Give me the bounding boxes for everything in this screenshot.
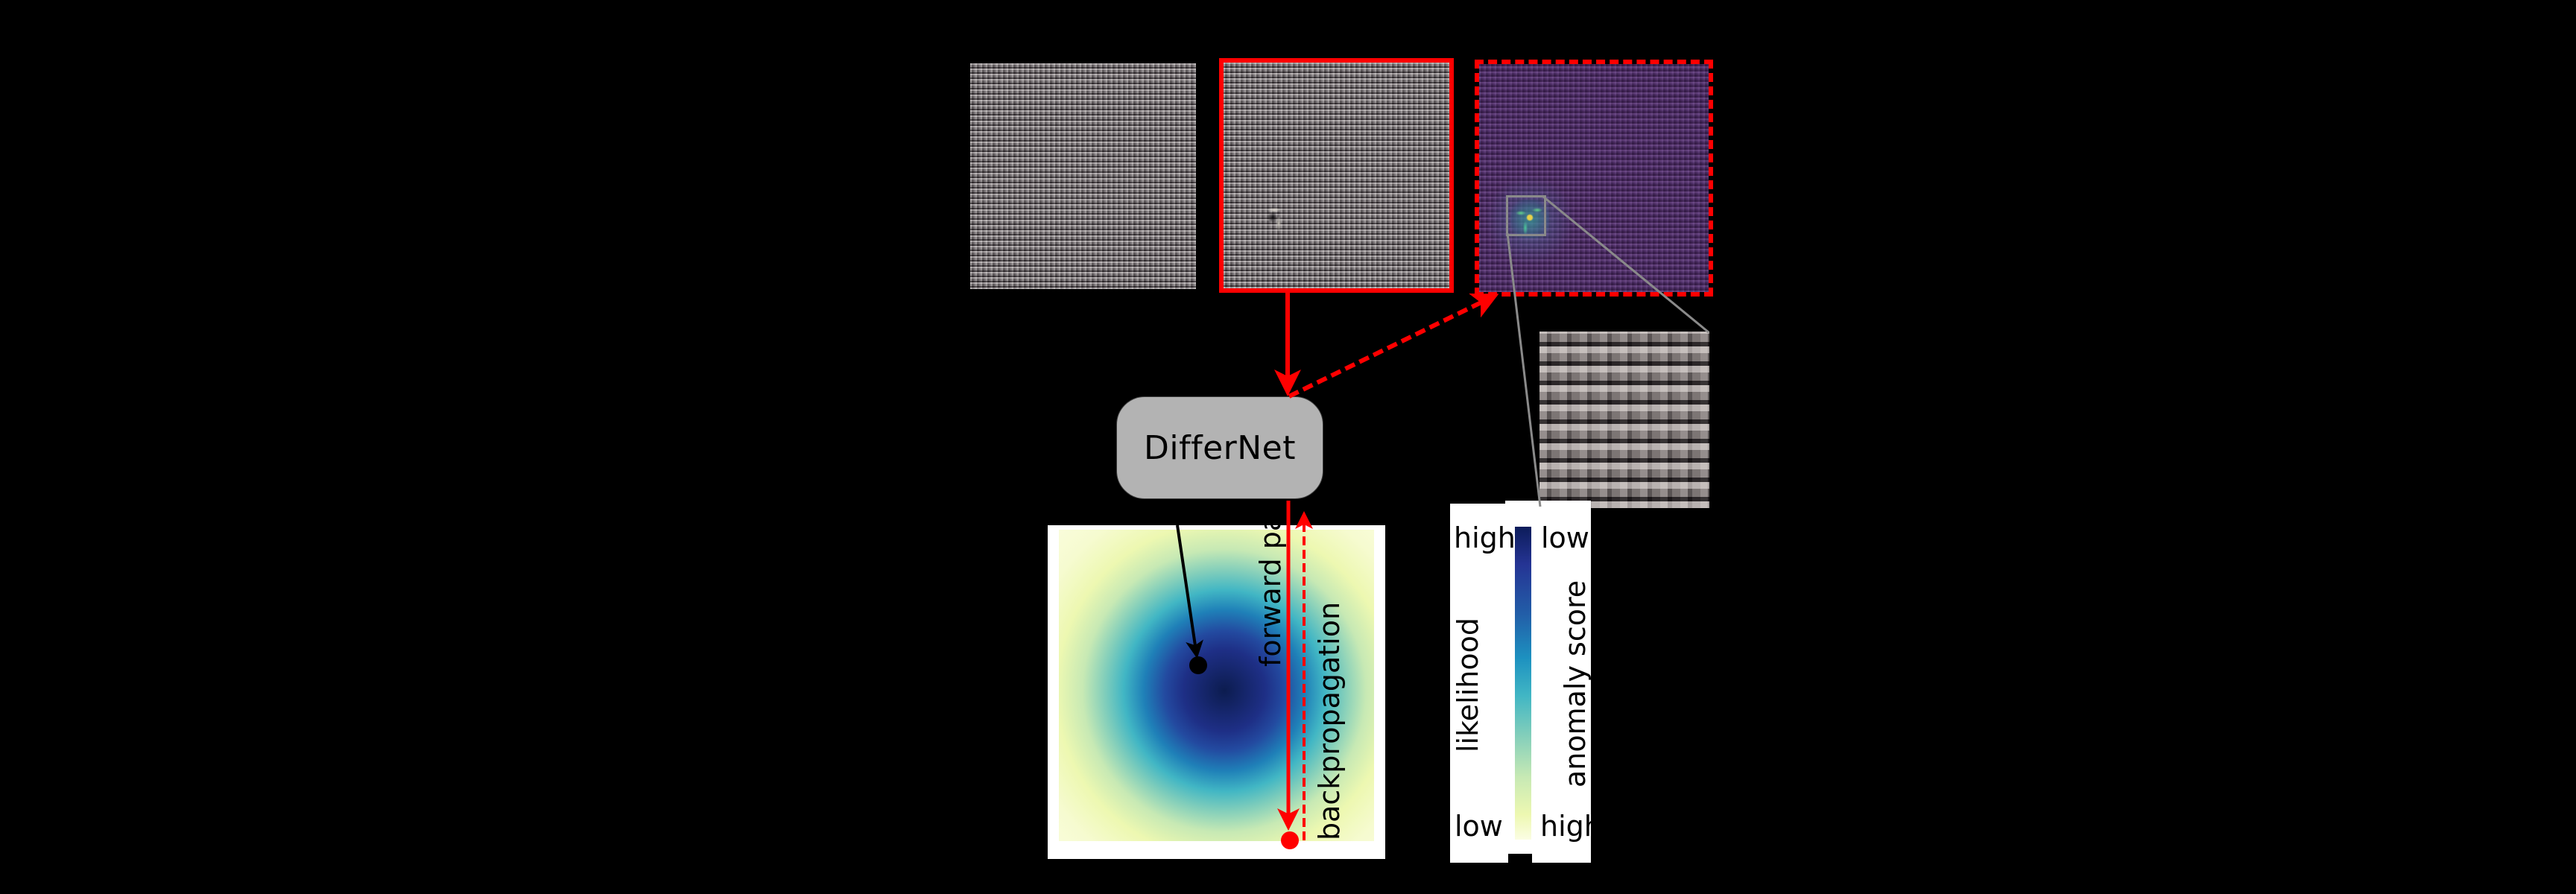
anomaly-score-axis-title: anomaly score xyxy=(1559,580,1592,787)
zoomed-defect-inset xyxy=(1539,332,1709,508)
forward-pass-label: forward pas xyxy=(1254,525,1287,667)
latent-density-plot: forward pas backpropagation xyxy=(1048,525,1385,859)
anomalous-fabric-image xyxy=(1224,63,1449,288)
anomaly-low-label: low xyxy=(1541,522,1589,554)
likelihood-high-label: high xyxy=(1454,522,1516,554)
zoom-region-box xyxy=(1506,195,1546,236)
defect-marker xyxy=(1262,201,1292,234)
colorbar-panel-notch-bottom xyxy=(1508,854,1532,863)
heatmap-output-arrow xyxy=(1288,294,1499,399)
normal-fabric-image xyxy=(970,63,1196,289)
anomaly-heatmap-frame xyxy=(1475,60,1713,297)
colorbar-panel-top-edge xyxy=(1505,501,1591,504)
anomalous-fabric-image-frame xyxy=(1219,58,1454,293)
gaussian-density-heatmap xyxy=(1059,530,1374,841)
colorbar-panel-notch-top xyxy=(1450,501,1505,504)
differnet-model-box: DifferNet xyxy=(1116,396,1323,499)
colorbar-gradient xyxy=(1515,527,1531,840)
likelihood-axis-title: likelihood xyxy=(1452,618,1484,752)
anomaly-heatmap-image xyxy=(1479,64,1709,292)
anomaly-high-label: high xyxy=(1540,810,1602,843)
likelihood-low-label: low xyxy=(1455,810,1503,843)
backpropagation-label: backpropagation xyxy=(1313,601,1346,840)
differnet-label: DifferNet xyxy=(1144,428,1296,467)
